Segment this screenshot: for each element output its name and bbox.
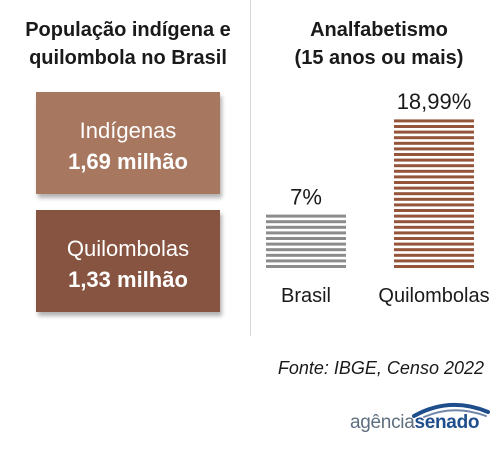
- bar-stripe: [266, 220, 346, 224]
- bar-stripe: [394, 141, 474, 145]
- panel-divider: [250, 0, 251, 336]
- bar-brasil: [266, 214, 346, 268]
- bar-stripe: [394, 253, 474, 257]
- illiteracy-chart: 7% Brasil 18,99% Quilombolas: [266, 89, 490, 307]
- bar-quilombolas: [394, 119, 474, 268]
- bar-stripe: [394, 231, 474, 235]
- quilombolas-box: Quilombolas 1,33 milhão: [36, 210, 220, 312]
- bar-stripe: [394, 248, 474, 252]
- illiteracy-title: Analfabetismo (15 anos ou mais): [258, 16, 500, 72]
- bar-stripe: [394, 153, 474, 156]
- bar-stripe: [394, 214, 474, 218]
- indigenas-value: 1,69 milhão: [68, 149, 188, 174]
- bar-stripe: [394, 147, 474, 151]
- source-note: Fonte: IBGE, Censo 2022: [277, 358, 484, 378]
- bar-stripe: [394, 181, 474, 184]
- value-label-brasil: 7%: [290, 184, 322, 209]
- bar-stripe: [394, 119, 474, 123]
- quilombolas-label: Quilombolas: [66, 236, 190, 261]
- logo-text-part1: agência: [350, 412, 415, 433]
- bar-stripe: [394, 242, 474, 246]
- bar-stripe: [266, 214, 346, 218]
- agencia-senado-logo: agênciasenado: [350, 400, 492, 444]
- bar-stripe: [394, 136, 474, 140]
- bar-stripe: [394, 237, 474, 240]
- bar-stripe: [266, 237, 346, 240]
- bar-stripe: [394, 130, 474, 134]
- bar-stripe: [266, 253, 346, 257]
- indigenas-box: Indígenas 1,69 milhão: [36, 92, 220, 194]
- bar-stripe: [394, 192, 474, 196]
- bar-stripe: [394, 259, 474, 263]
- illiteracy-title-line1: Analfabetismo: [310, 19, 448, 41]
- bar-stripe: [266, 259, 346, 263]
- category-label-quilombolas: Quilombolas: [378, 285, 489, 307]
- bar-stripe: [266, 242, 346, 246]
- logo-arc-icon: [412, 402, 490, 418]
- bar-stripe: [394, 164, 474, 168]
- quilombolas-value: 1,33 milhão: [68, 267, 188, 292]
- bar-stripe: [394, 125, 474, 128]
- bar-stripe: [394, 265, 474, 268]
- bar-stripe: [394, 158, 474, 162]
- bar-stripe: [394, 220, 474, 224]
- logo-text-part2: senado: [414, 412, 480, 433]
- bar-stripe: [266, 248, 346, 252]
- bar-stripe: [266, 225, 346, 229]
- indigenas-label: Indígenas: [79, 118, 177, 143]
- population-title-line2: quilombola no Brasil: [29, 47, 227, 69]
- illiteracy-title-line2: (15 anos ou mais): [294, 47, 464, 69]
- bar-stripe: [394, 175, 474, 179]
- category-label-brasil: Brasil: [281, 285, 331, 307]
- bar-stripe: [394, 209, 474, 212]
- bar-stripe: [266, 231, 346, 235]
- logo-text: agênciasenado: [350, 412, 479, 434]
- bar-stripe: [394, 225, 474, 229]
- population-title-line1: População indígena e: [25, 19, 231, 41]
- bar-stripe: [394, 197, 474, 201]
- value-label-quilombolas: 18,99%: [397, 89, 472, 114]
- population-title: População indígena e quilombola no Brasi…: [0, 16, 256, 72]
- bar-stripe: [266, 265, 346, 268]
- bar-stripe: [394, 186, 474, 190]
- bar-stripe: [394, 203, 474, 207]
- bar-stripe: [394, 169, 474, 173]
